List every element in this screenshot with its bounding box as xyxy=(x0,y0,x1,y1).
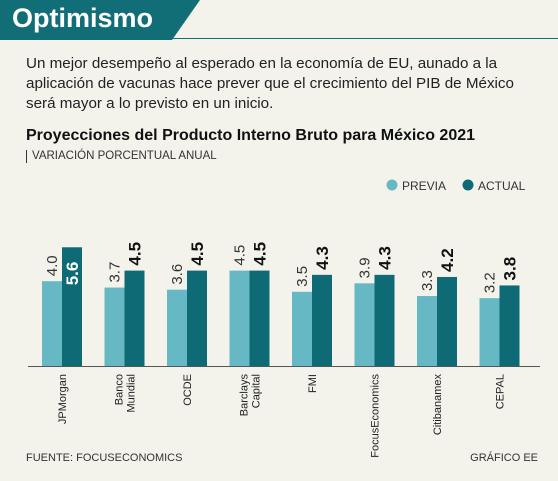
category-label: Capital xyxy=(251,374,263,408)
bar-actual xyxy=(187,270,207,366)
bar-previa xyxy=(354,283,375,366)
headline-rule xyxy=(0,38,558,39)
value-label-actual: 4.5 xyxy=(188,242,207,266)
section-title: Optimismo xyxy=(12,3,154,33)
category-label: JPMorgan xyxy=(57,374,69,424)
legend-label-previa: PREVIA xyxy=(402,179,446,193)
legend-swatch-actual xyxy=(462,179,474,191)
category-label: FMI xyxy=(307,374,319,393)
bar-actual xyxy=(312,274,332,366)
value-label-previa: 4.0 xyxy=(44,255,61,276)
value-label-actual: 3.8 xyxy=(501,257,520,281)
category-label: FocusEconomics xyxy=(370,374,382,458)
bar-previa xyxy=(167,289,187,366)
bar-previa xyxy=(104,287,125,366)
chart-subtitle: VARIACIÓN PORCENTUAL ANUAL xyxy=(26,150,217,163)
value-label-previa: 3.5 xyxy=(294,266,311,287)
value-label-actual: 4.3 xyxy=(376,246,395,270)
value-label-actual: 4.2 xyxy=(438,248,457,272)
bar-previa xyxy=(42,281,62,366)
bar-actual xyxy=(62,247,82,366)
value-label-previa: 3.7 xyxy=(107,262,124,283)
lede-paragraph: Un mejor desempeño al esperado en la eco… xyxy=(26,55,514,112)
value-label-previa: 3.9 xyxy=(357,257,374,278)
value-label-actual: 4.3 xyxy=(313,246,332,270)
bar-actual xyxy=(374,274,395,366)
category-label: Mundial xyxy=(126,374,138,413)
bar-actual xyxy=(437,276,457,366)
bar-previa xyxy=(417,296,437,366)
bar-previa xyxy=(479,298,500,366)
bar-actual xyxy=(499,285,520,366)
headline-band xyxy=(0,0,200,40)
legend-swatch-previa xyxy=(386,179,398,191)
category-label: OCDE xyxy=(182,374,194,406)
bar-previa xyxy=(292,291,312,366)
category-label: CEPAL xyxy=(495,374,507,409)
category-label: Barclays xyxy=(239,374,251,417)
value-label-previa: 4.5 xyxy=(232,245,249,266)
bar-previa xyxy=(229,270,250,366)
value-label-actual: 5.6 xyxy=(63,262,82,286)
source-note: FUENTE: FOCUSECONOMICS xyxy=(26,452,183,464)
value-label-previa: 3.3 xyxy=(419,270,436,291)
bar-actual xyxy=(124,270,145,366)
value-label-previa: 3.6 xyxy=(169,264,186,285)
category-label: Citibanamex xyxy=(432,374,444,436)
chart-title: Proyecciones del Producto Interno Bruto … xyxy=(26,127,476,144)
bar-actual xyxy=(249,270,270,366)
legend-label-actual: ACTUAL xyxy=(478,179,526,193)
graphic-credit: GRÁFICO EE xyxy=(470,452,538,464)
value-label-actual: 4.5 xyxy=(126,242,145,266)
value-label-actual: 4.5 xyxy=(251,242,270,266)
category-label: Banco xyxy=(114,374,126,405)
value-label-previa: 3.2 xyxy=(482,272,499,293)
